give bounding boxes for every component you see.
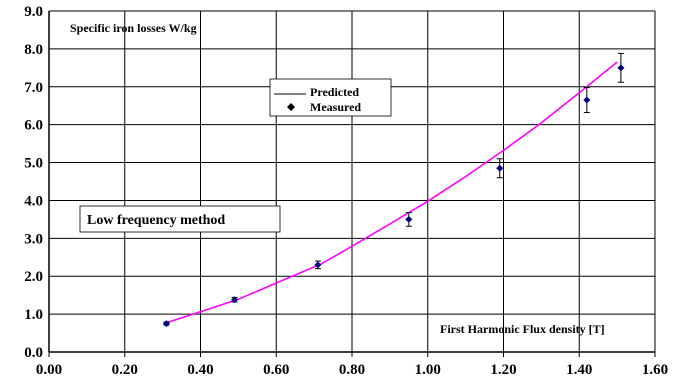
x-tick-label: 1.00 <box>415 362 441 378</box>
y-axis-label: Specific iron losses W/kg <box>70 21 197 35</box>
method-annotation: Low frequency method <box>79 205 281 233</box>
method-annotation-box <box>79 205 281 233</box>
legend-measured-marker <box>287 103 295 111</box>
measured-point <box>162 320 170 328</box>
x-tick-label: 0.40 <box>187 362 213 378</box>
legend: Predicted Measured <box>269 78 392 117</box>
tick-labels: 0.0 1.0 2.0 3.0 4.0 5.0 6.0 7.0 8.0 9.0 0.00 0.20 0.… <box>24 4 668 378</box>
y-tick-label: 6.0 <box>24 118 43 134</box>
measured-point <box>231 296 239 304</box>
predicted-series-line <box>166 61 618 324</box>
x-tick-label: 0.60 <box>263 362 289 378</box>
method-annotation-text: Low frequency method <box>87 213 225 228</box>
y-tick-label: 9.0 <box>24 4 43 20</box>
measured-point <box>496 164 504 172</box>
measured-point <box>617 64 625 72</box>
measured-point <box>314 261 322 269</box>
measured-point <box>405 215 413 223</box>
plot-area <box>162 52 625 328</box>
x-tick-label: 1.40 <box>566 362 592 378</box>
x-tick-label: 1.20 <box>490 362 516 378</box>
y-tick-label: 3.0 <box>24 231 43 247</box>
x-tick-label: 0.20 <box>112 362 138 378</box>
x-tick-label: 0.00 <box>36 362 62 378</box>
x-tick-label: 0.80 <box>339 362 365 378</box>
x-tick-label: 1.60 <box>642 362 668 378</box>
y-tick-label: 8.0 <box>24 42 43 58</box>
x-axis-label: First Harmonic Flux density [T] <box>440 322 605 336</box>
y-tick-label: 7.0 <box>24 80 43 96</box>
legend-measured-label: Measured <box>310 100 361 114</box>
y-tick-label: 4.0 <box>24 193 43 209</box>
y-tick-label: 2.0 <box>24 269 43 285</box>
y-tick-label: 0.0 <box>24 345 43 361</box>
legend-predicted-label: Predicted <box>310 85 359 99</box>
measured-point <box>583 96 591 104</box>
grid <box>49 10 656 352</box>
y-tick-label: 5.0 <box>24 156 43 172</box>
axes <box>48 11 656 357</box>
y-tick-label: 1.0 <box>24 307 43 323</box>
